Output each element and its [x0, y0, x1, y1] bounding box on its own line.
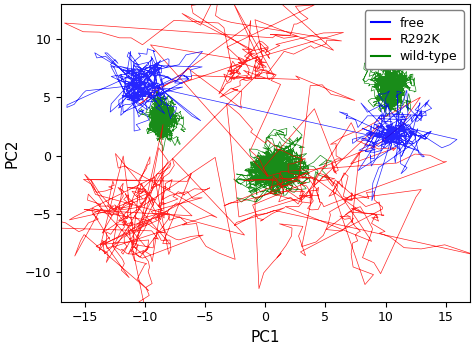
X-axis label: PC1: PC1	[251, 330, 280, 345]
Legend: free, R292K, wild-type: free, R292K, wild-type	[365, 10, 464, 69]
Y-axis label: PC2: PC2	[4, 138, 19, 168]
